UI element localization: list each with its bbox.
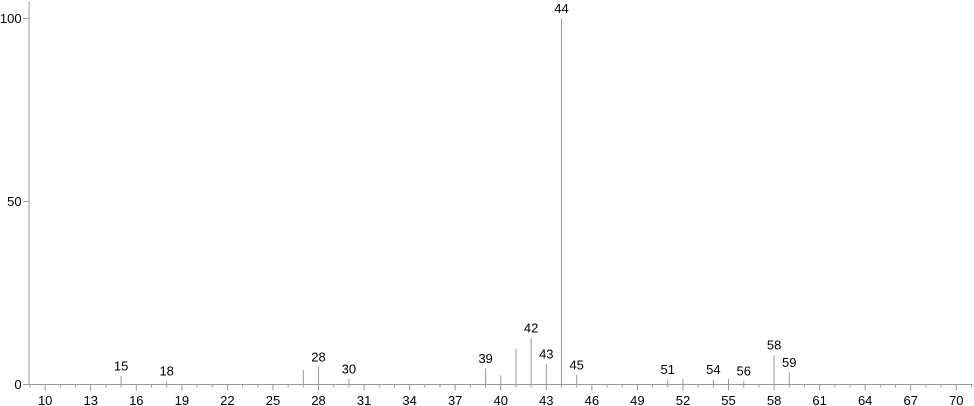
svg-text:19: 19 (175, 393, 189, 406)
svg-text:31: 31 (357, 393, 371, 406)
svg-text:45: 45 (569, 357, 583, 372)
svg-text:46: 46 (585, 393, 599, 406)
svg-text:44: 44 (554, 1, 568, 16)
svg-text:39: 39 (478, 351, 492, 366)
svg-text:42: 42 (524, 321, 538, 336)
svg-text:49: 49 (630, 393, 644, 406)
svg-text:22: 22 (220, 393, 234, 406)
svg-text:52: 52 (676, 393, 690, 406)
svg-text:13: 13 (84, 393, 98, 406)
svg-text:25: 25 (266, 393, 280, 406)
svg-text:50: 50 (7, 194, 21, 209)
svg-text:56: 56 (736, 363, 750, 378)
svg-text:28: 28 (311, 349, 325, 364)
svg-text:58: 58 (767, 393, 781, 406)
svg-text:67: 67 (904, 393, 918, 406)
svg-text:61: 61 (812, 393, 826, 406)
svg-text:70: 70 (949, 393, 963, 406)
svg-text:43: 43 (539, 347, 553, 362)
svg-text:37: 37 (448, 393, 462, 406)
svg-text:16: 16 (129, 393, 143, 406)
svg-text:40: 40 (494, 393, 508, 406)
svg-text:64: 64 (858, 393, 872, 406)
svg-text:55: 55 (721, 393, 735, 406)
svg-text:100: 100 (0, 11, 22, 26)
svg-text:30: 30 (342, 362, 356, 377)
svg-text:0: 0 (14, 377, 21, 392)
svg-text:54: 54 (706, 362, 720, 377)
svg-text:10: 10 (38, 393, 52, 406)
svg-text:51: 51 (661, 362, 675, 377)
svg-text:58: 58 (767, 338, 781, 353)
svg-text:28: 28 (311, 393, 325, 406)
svg-text:34: 34 (402, 393, 416, 406)
svg-text:43: 43 (539, 393, 553, 406)
svg-text:59: 59 (782, 355, 796, 370)
svg-text:18: 18 (159, 364, 173, 379)
svg-text:15: 15 (114, 359, 128, 374)
